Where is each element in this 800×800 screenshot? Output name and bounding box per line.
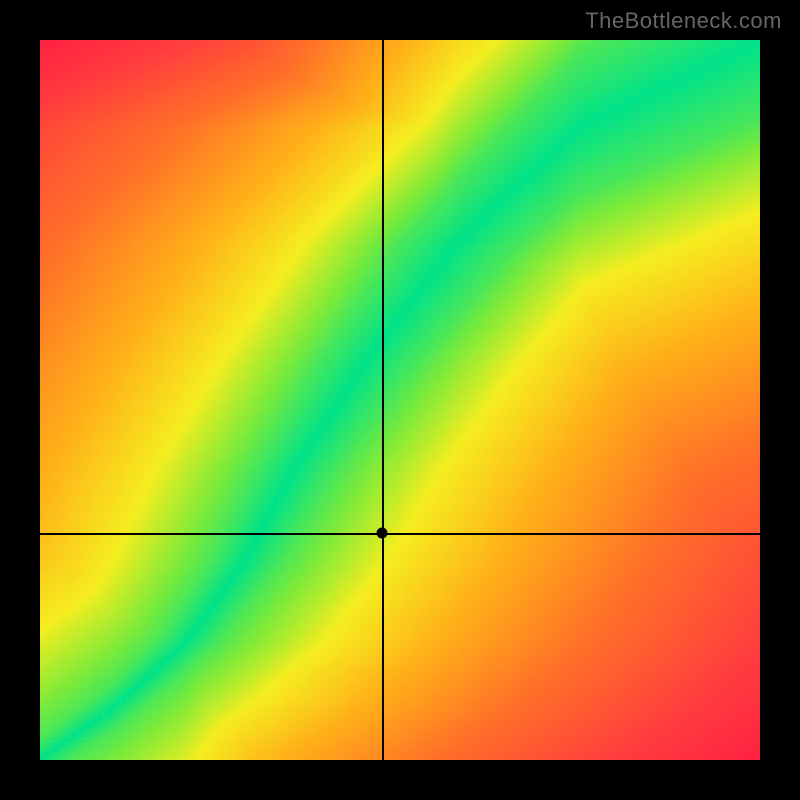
chart-container: TheBottleneck.com bbox=[0, 0, 800, 800]
crosshair-vertical bbox=[382, 40, 384, 760]
watermark-text: TheBottleneck.com bbox=[585, 8, 782, 34]
crosshair-marker bbox=[377, 528, 388, 539]
heatmap-canvas bbox=[40, 40, 760, 760]
crosshair-horizontal bbox=[40, 533, 760, 535]
heatmap-plot bbox=[40, 40, 760, 760]
